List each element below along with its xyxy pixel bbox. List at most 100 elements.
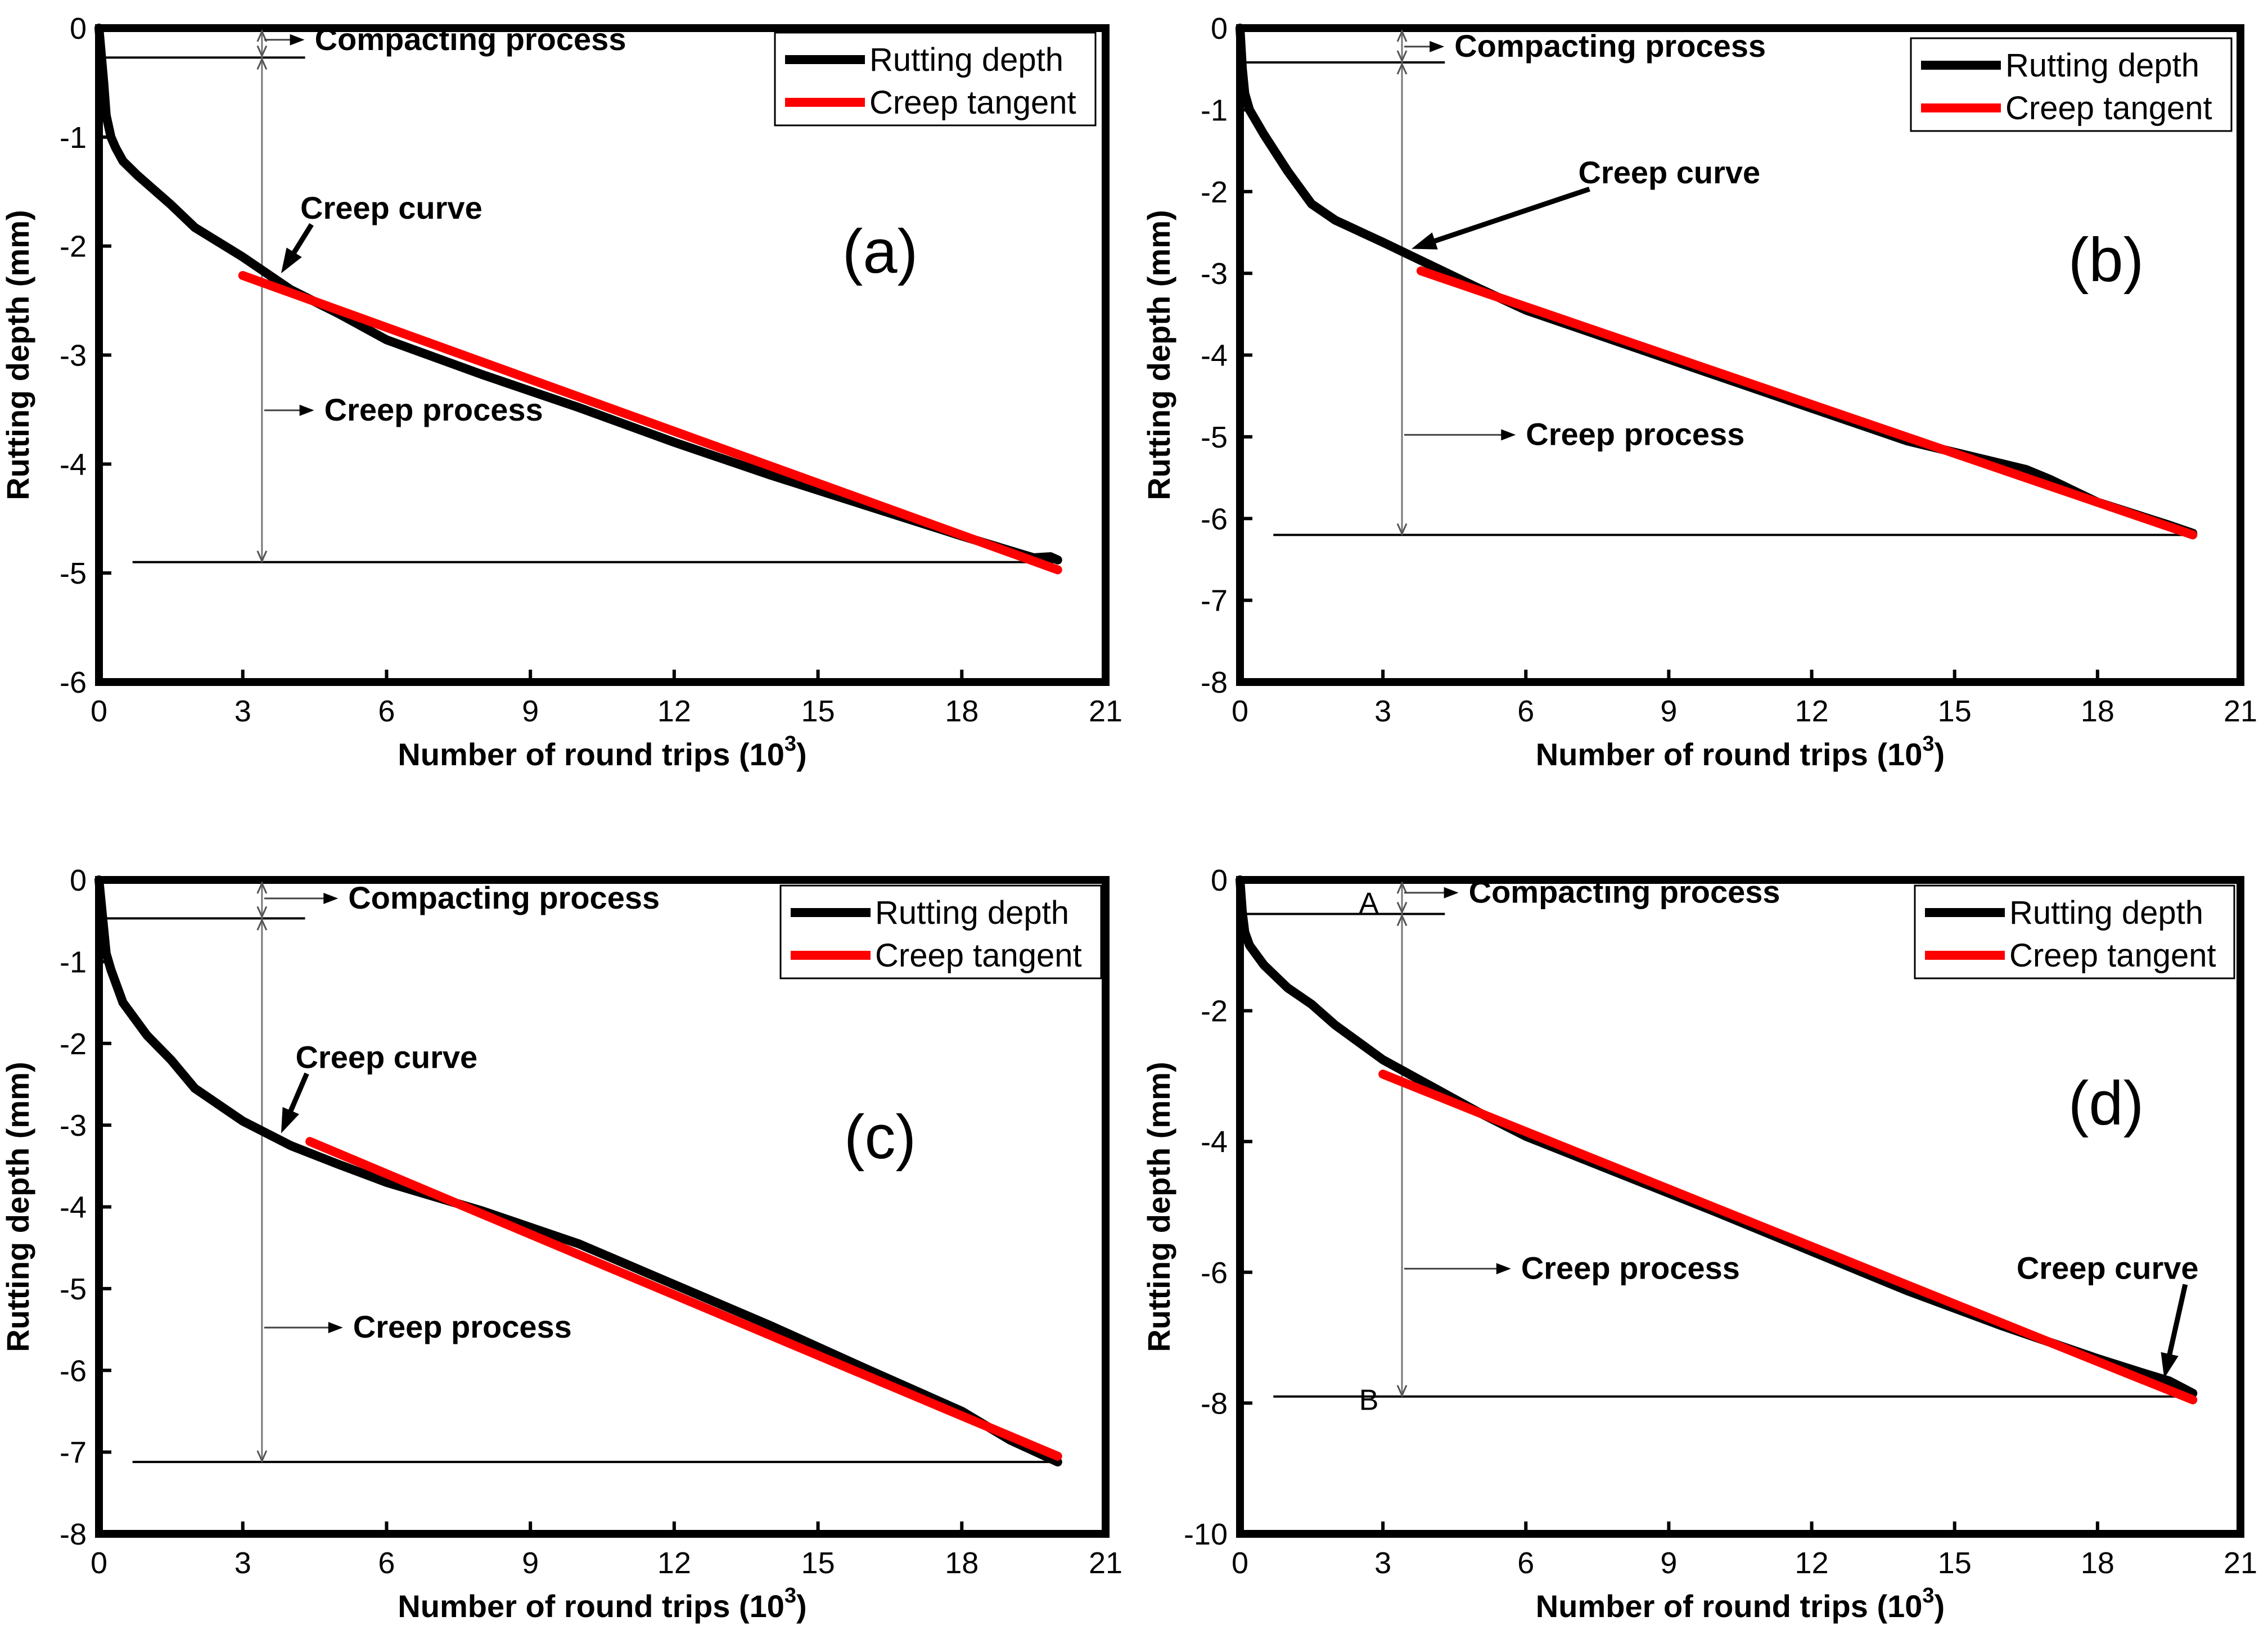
y-tick-label: -6: [60, 1354, 87, 1388]
x-tick-label: 3: [235, 1546, 251, 1580]
x-tick-label: 21: [2224, 694, 2257, 728]
annotation-text: Creep process: [1521, 1250, 1740, 1285]
bracket-arrow-mid-up: [1396, 901, 1408, 915]
x-tick-label: 12: [1795, 1546, 1829, 1580]
y-axis-title: Rutting depth (mm): [1141, 1062, 1176, 1352]
panel-b: 0 3 6 9 12 15 18 21 0 -1 -2 -3 -4 -5 -6 -7 -8 Number of r…: [1141, 12, 2257, 772]
legend: Rutting depth Creep tangent: [1914, 884, 2235, 979]
legend-label-tangent: Creep tangent: [875, 937, 1082, 974]
y-tick-label: -4: [60, 448, 87, 481]
annotation-text: Creep curve: [1578, 155, 1760, 190]
x-tick-label: 0: [1232, 694, 1248, 728]
x-tick-label: 18: [945, 694, 979, 728]
plot-frame: [1236, 876, 2244, 1538]
bracket-arrow-mid-down: [1396, 62, 1408, 75]
y-tick-label: -6: [1201, 502, 1228, 536]
y-tick-label: -7: [60, 1436, 87, 1470]
y-tick-label: 0: [1211, 12, 1228, 46]
annotation-text: Creep process: [353, 1309, 572, 1344]
legend-label-tangent: Creep tangent: [2005, 90, 2212, 127]
y-tick-label: -4: [60, 1191, 87, 1225]
panel-c: 0 3 6 9 12 15 18 21 0 -1 -2 -3 -4 -5 -6 -7 -8 Number of r…: [0, 864, 1122, 1624]
bracket-arrow-mid-down: [1396, 913, 1408, 927]
x-tick-label: 9: [1660, 694, 1677, 728]
annotation-pointer-head: [299, 404, 314, 416]
y-tick-label: -6: [1201, 1256, 1228, 1290]
x-axis-title-end: ): [796, 1588, 807, 1624]
annotation-pointer-head: [1501, 429, 1516, 441]
x-tick-label: 15: [1938, 1546, 1972, 1580]
creep-curve-arrow: [1430, 186, 1590, 245]
x-tick-label: 9: [522, 694, 539, 728]
x-tick-label: 9: [1660, 1546, 1677, 1580]
y-tick-label: 0: [1211, 864, 1228, 897]
y-axis-title: Rutting depth (mm): [0, 1062, 35, 1352]
x-tick-label: 12: [1795, 694, 1829, 728]
bracket-arrow-mid-up: [256, 45, 268, 58]
x-axis-title-main: Number of round trips (10: [398, 1588, 784, 1624]
bracket-arrow-bottom: [256, 1450, 268, 1463]
annotation-text: Compacting process: [348, 880, 660, 915]
x-tick-label: 9: [522, 1546, 539, 1580]
panel-label: (b): [2068, 225, 2144, 295]
bracket-arrow-bottom: [256, 550, 268, 563]
creep-curve-arrow: [290, 223, 314, 258]
creep-tangent-line: [1416, 266, 2198, 540]
x-tick-label: 15: [801, 694, 835, 728]
annotation-text: Creep curve: [300, 190, 483, 225]
x-tick-label: 6: [1517, 1546, 1534, 1580]
annotation-pointer-head: [1430, 40, 1445, 52]
x-axis-title-sup: 3: [784, 732, 796, 756]
legend-box: [774, 31, 1097, 127]
x-tick-label: 3: [235, 694, 251, 728]
creep-tangent-line: [238, 271, 1062, 575]
y-tick-label: -7: [1201, 584, 1228, 618]
y-tick-label: -6: [60, 666, 87, 699]
bracket-arrow-bottom: [1396, 523, 1408, 536]
y-tick-label: -8: [1201, 1387, 1228, 1420]
y-tick-label: -2: [60, 230, 87, 264]
y-tick-label: -3: [60, 339, 87, 373]
legend: Rutting depth Creep tangent: [774, 31, 1097, 127]
bracket-arrow-bottom: [1396, 1385, 1408, 1398]
x-tick-label: 12: [657, 694, 691, 728]
x-tick-label: 12: [657, 1546, 691, 1580]
creep-curve-arrowhead: [281, 247, 302, 274]
x-tick-label: 18: [2081, 694, 2114, 728]
x-axis-title-sup: 3: [1922, 1584, 1934, 1608]
x-tick-label: 21: [1089, 694, 1122, 728]
point-label-a: A: [1359, 887, 1379, 920]
y-tick-label: -5: [60, 1272, 87, 1306]
legend-box: [779, 884, 1102, 979]
y-axis-title: Rutting depth (mm): [1141, 210, 1176, 500]
creep-curve-arrowhead: [1411, 232, 1438, 250]
bracket-arrow-mid-down: [256, 57, 268, 70]
y-tick-label: -10: [1184, 1518, 1228, 1551]
legend-label-tangent: Creep tangent: [2009, 937, 2216, 974]
x-tick-label: 3: [1374, 694, 1391, 728]
legend-label-tangent: Creep tangent: [869, 84, 1076, 121]
point-label-b: B: [1359, 1384, 1379, 1417]
x-tick-label: 15: [801, 1546, 835, 1580]
x-axis-title-main: Number of round trips (10: [398, 737, 784, 772]
annotation-text: Creep curve: [2017, 1250, 2199, 1285]
bracket-arrow-mid-up: [256, 906, 268, 919]
x-axis-title-sup: 3: [784, 1584, 796, 1608]
x-tick-label: 21: [2224, 1546, 2257, 1580]
panel-a: 0 3 6 9 12 15 18 21 0 -1 -2 -3 -4 -5 -6 Number of round…: [0, 12, 1122, 772]
y-tick-label: -5: [60, 557, 87, 590]
y-tick-label: -4: [1201, 339, 1228, 373]
annotation-text: Compacting process: [1454, 28, 1766, 64]
annotation-pointer-head: [328, 1322, 343, 1334]
annotation-text: Creep process: [1526, 416, 1744, 451]
rutting-depth-line: [94, 875, 1062, 1467]
x-axis-title: Number of round trips (103): [1536, 1584, 1945, 1624]
legend-label-rutting: Rutting depth: [869, 42, 1063, 78]
creep-curve-arrow: [286, 1072, 309, 1116]
x-tick-label: 15: [1938, 694, 1972, 728]
x-tick-label: 3: [1374, 1546, 1391, 1580]
y-tick-label: -5: [1201, 421, 1228, 454]
x-axis-title-end: ): [1935, 1588, 1945, 1624]
annotation-pointer-head: [290, 34, 305, 46]
annotation-text: Creep process: [324, 392, 543, 427]
